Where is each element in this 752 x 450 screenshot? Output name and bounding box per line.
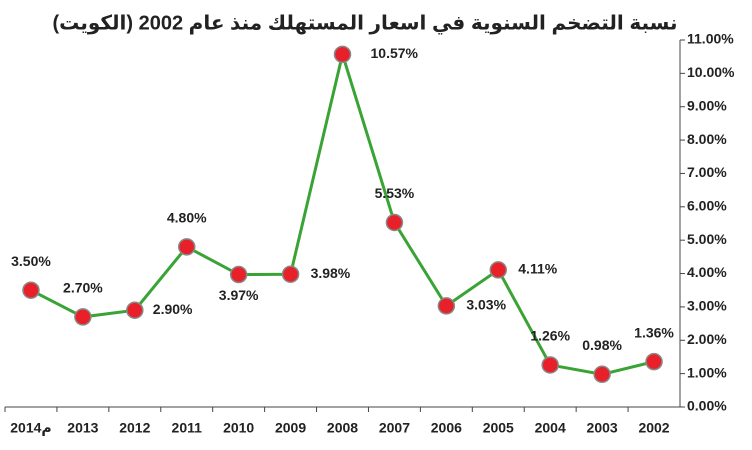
- marker: [74, 308, 92, 326]
- x-tick-label: 2013: [67, 420, 98, 436]
- marker: [333, 45, 352, 64]
- marker: [22, 281, 40, 299]
- data-label: 4.11%: [518, 261, 557, 277]
- data-label: 3.98%: [311, 265, 351, 281]
- x-tick-label: 2006: [431, 420, 462, 436]
- marker: [177, 238, 196, 256]
- marker: [126, 301, 144, 319]
- x-tick-label: 2005: [483, 420, 514, 436]
- y-tick-label: 9.00%: [687, 97, 727, 113]
- y-tick-label: 4.00%: [687, 264, 727, 280]
- marker: [489, 261, 508, 279]
- marker: [645, 352, 663, 371]
- y-tick-label: 2.00%: [687, 331, 727, 347]
- marker: [593, 365, 611, 384]
- y-tick-label: 0.00%: [687, 398, 727, 414]
- line: [30, 48, 655, 376]
- x-tick-label: 2004: [535, 420, 566, 436]
- data-label: 3.03%: [466, 297, 506, 313]
- data-label: 1.26%: [530, 328, 570, 344]
- data-label: 10.57%: [371, 45, 419, 61]
- x-tick-label: 2003: [587, 420, 618, 436]
- data-label: 1.36%: [634, 324, 674, 340]
- x-tick-label: 2009: [275, 420, 306, 436]
- x-tick-label: 2008: [327, 420, 358, 436]
- y-tick-label: 6.00%: [687, 198, 727, 214]
- marker: [437, 297, 456, 315]
- data-label: 4.80%: [167, 210, 207, 226]
- y-tick-label: 10.00%: [687, 64, 735, 80]
- data-label: 3.97%: [219, 287, 259, 303]
- y-tick-label: 3.00%: [687, 298, 727, 314]
- data-label: 3.50%: [11, 253, 51, 269]
- y-tick-label: 5.00%: [687, 231, 727, 247]
- y-tick-label: 11.00%: [687, 31, 734, 47]
- marker: [281, 265, 300, 283]
- x-tick-label: 2014م: [10, 420, 51, 436]
- y-tick-label: 1.00%: [687, 364, 727, 380]
- marker: [541, 356, 559, 374]
- marker: [229, 265, 248, 284]
- data-label: 2.70%: [63, 280, 103, 296]
- x-tick-label: 2007: [379, 420, 410, 436]
- y-tick-label: 7.00%: [687, 164, 727, 180]
- data-label: 0.98%: [582, 337, 622, 353]
- x-tick-label: 2011: [172, 420, 203, 436]
- chart-title: نسبة التضخم السنوية في اسعار المستهلك من…: [53, 12, 678, 35]
- x-tick-label: 2012: [119, 420, 150, 436]
- x-tick-label: 2002: [638, 420, 669, 436]
- marker: [385, 213, 404, 232]
- y-tick-label: 8.00%: [687, 131, 727, 147]
- x-tick-label: 2010: [223, 420, 254, 436]
- data-label: 5.53%: [375, 185, 415, 201]
- data-label: 2.90%: [153, 301, 193, 317]
